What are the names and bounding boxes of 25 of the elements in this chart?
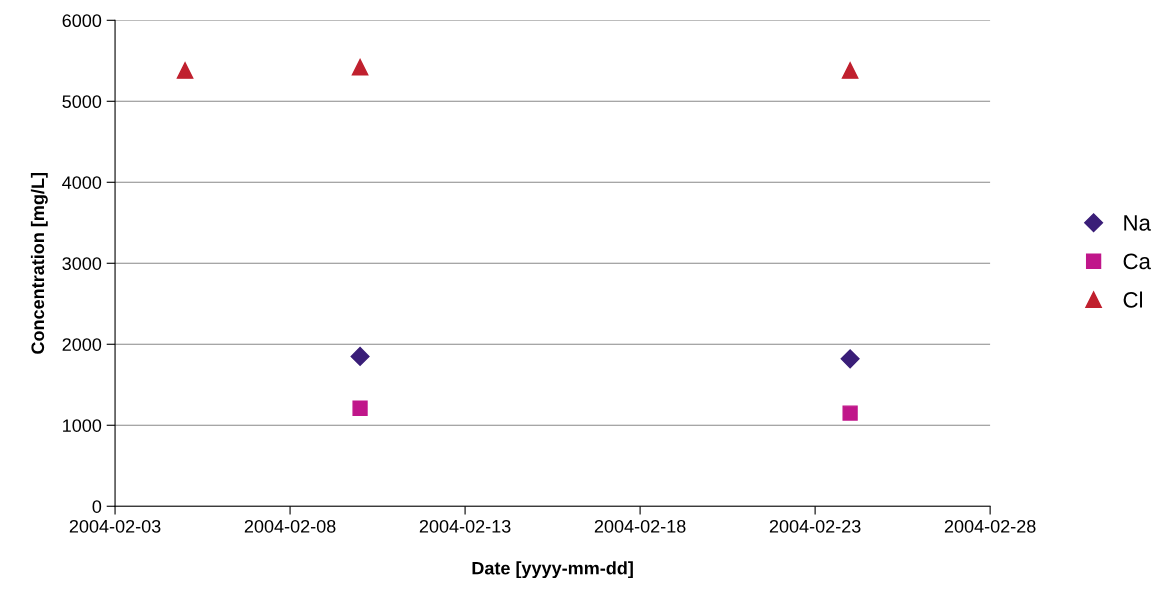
x-tick-label: 2004-02-23 bbox=[769, 519, 861, 533]
x-tick-label: 2004-02-08 bbox=[244, 519, 336, 533]
y-axis-title: Concentration [mg/L] bbox=[30, 173, 48, 354]
legend-label: Na bbox=[1124, 215, 1151, 231]
point bbox=[351, 58, 369, 76]
x-tick-label: 2004-02-18 bbox=[594, 519, 686, 533]
x-tick-label: 2004-02-13 bbox=[419, 519, 511, 533]
x-axis-title: Date [yyyy-mm-dd] bbox=[472, 561, 633, 579]
y-tick-label: 5000 bbox=[62, 95, 102, 109]
legend-label: Ca bbox=[1123, 253, 1151, 270]
point bbox=[352, 400, 368, 416]
y-tick-label: 1000 bbox=[63, 419, 102, 432]
x-tick-label: 2004-02-03 bbox=[69, 519, 161, 533]
point bbox=[841, 62, 859, 79]
point bbox=[840, 349, 860, 369]
legend-label: Cl bbox=[1123, 291, 1142, 308]
point bbox=[842, 405, 858, 421]
y-tick-label: 4000 bbox=[62, 176, 102, 189]
y-tick-label: 3000 bbox=[62, 257, 102, 270]
y-tick-label: 2000 bbox=[62, 338, 102, 351]
point bbox=[176, 62, 194, 79]
y-tick-label: 6000 bbox=[62, 14, 102, 28]
y-tick-label: 0 bbox=[92, 500, 102, 513]
point bbox=[350, 346, 370, 366]
x-tick-label: 2004-02-28 bbox=[944, 519, 1036, 533]
